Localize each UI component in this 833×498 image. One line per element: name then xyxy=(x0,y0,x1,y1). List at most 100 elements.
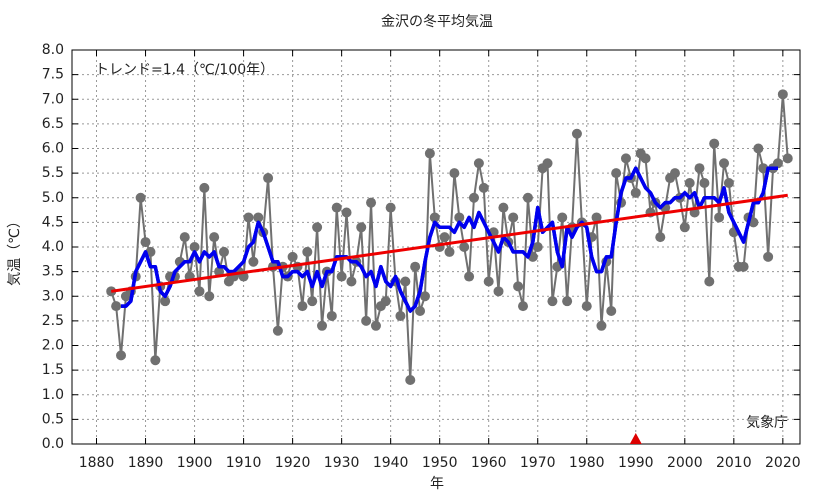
data-point xyxy=(493,286,504,297)
data-point xyxy=(263,173,274,184)
data-point xyxy=(160,296,171,307)
data-point xyxy=(591,212,602,223)
data-point xyxy=(326,310,337,321)
x-tick-label: 1890 xyxy=(128,455,164,471)
data-point xyxy=(272,325,283,336)
data-point xyxy=(704,276,715,287)
y-tick-label: 0.5 xyxy=(42,411,64,427)
x-tick-label: 1940 xyxy=(373,455,409,471)
data-point xyxy=(385,202,396,213)
data-point xyxy=(307,296,318,307)
data-point xyxy=(449,168,460,179)
data-point xyxy=(405,374,416,385)
data-point xyxy=(116,350,127,361)
y-tick-label: 4.0 xyxy=(42,239,64,255)
data-point xyxy=(542,158,553,169)
x-tick-label: 2020 xyxy=(765,455,801,471)
data-point xyxy=(532,242,543,252)
y-tick-label: 7.5 xyxy=(42,67,64,83)
data-point xyxy=(606,306,617,317)
data-point xyxy=(620,153,631,164)
y-tick-label: 5.0 xyxy=(42,190,64,206)
data-point xyxy=(571,128,582,139)
x-tick-label: 2010 xyxy=(716,455,752,471)
data-point xyxy=(753,143,764,154)
data-point xyxy=(611,168,622,179)
data-point xyxy=(518,301,529,312)
x-tick-label: 1880 xyxy=(79,455,115,471)
data-point xyxy=(204,291,215,302)
data-point xyxy=(209,232,220,243)
data-point xyxy=(439,232,450,243)
trend-line xyxy=(111,193,788,293)
data-point xyxy=(508,212,519,223)
data-point xyxy=(243,212,254,223)
data-point xyxy=(772,158,783,169)
source: 気象庁 xyxy=(746,415,788,431)
data-point xyxy=(419,291,430,302)
x-tick-label: 1960 xyxy=(471,455,507,471)
data-point xyxy=(522,192,533,203)
data-point xyxy=(135,192,146,203)
data-point xyxy=(444,246,455,257)
data-point xyxy=(410,261,421,272)
data-point xyxy=(424,148,435,159)
data-point xyxy=(777,89,788,100)
data-point xyxy=(758,163,769,174)
data-point xyxy=(547,296,558,307)
data-point xyxy=(738,261,749,272)
data-point xyxy=(709,138,720,149)
data-point xyxy=(719,158,730,169)
data-point xyxy=(297,301,308,312)
data-point xyxy=(317,320,328,331)
data-point xyxy=(468,192,479,203)
data-point xyxy=(361,315,372,326)
data-point xyxy=(699,177,710,188)
data-point xyxy=(596,320,607,331)
data-point xyxy=(684,177,695,188)
data-point xyxy=(312,222,323,233)
moving-average-line xyxy=(121,166,778,313)
data-point xyxy=(248,256,259,267)
data-point xyxy=(723,177,734,188)
data-point xyxy=(189,242,200,252)
data-point xyxy=(366,197,377,208)
y-tick-label: 2.0 xyxy=(42,338,64,354)
data-point xyxy=(483,276,494,287)
data-point xyxy=(581,301,592,312)
data-point xyxy=(694,163,705,174)
data-point xyxy=(669,168,680,179)
data-point xyxy=(380,296,391,307)
data-point xyxy=(370,320,381,331)
y-tick-label: 6.0 xyxy=(42,141,64,157)
data-point xyxy=(341,207,352,218)
data-point xyxy=(782,153,793,164)
data-point xyxy=(194,286,205,297)
data-point xyxy=(140,237,151,248)
data-point xyxy=(415,306,426,317)
data-point xyxy=(336,271,347,282)
data-point xyxy=(331,202,342,213)
data-point xyxy=(253,212,264,223)
y-tick-label: 0.0 xyxy=(42,436,64,452)
data-point xyxy=(513,281,524,292)
data-point xyxy=(218,246,229,257)
x-tick-label: 1990 xyxy=(618,455,654,471)
x-tick-label: 1920 xyxy=(275,455,311,471)
data-point xyxy=(179,232,190,243)
y-tick-label: 5.5 xyxy=(42,165,64,181)
y-tick-label: 4.5 xyxy=(42,214,64,230)
data-point xyxy=(150,355,161,366)
data-point xyxy=(714,212,725,223)
data-point xyxy=(557,212,568,223)
data-point xyxy=(763,251,774,262)
data-point xyxy=(214,266,225,277)
y-tick-label: 3.0 xyxy=(42,288,64,304)
x-tick-label: 1910 xyxy=(226,455,262,471)
data-point xyxy=(395,310,406,321)
y-tick-label: 3.5 xyxy=(42,264,64,280)
x-tick-label: 1980 xyxy=(569,455,605,471)
data-point xyxy=(400,276,411,287)
data-point xyxy=(473,158,484,169)
x-tick-label: 1900 xyxy=(177,455,213,471)
